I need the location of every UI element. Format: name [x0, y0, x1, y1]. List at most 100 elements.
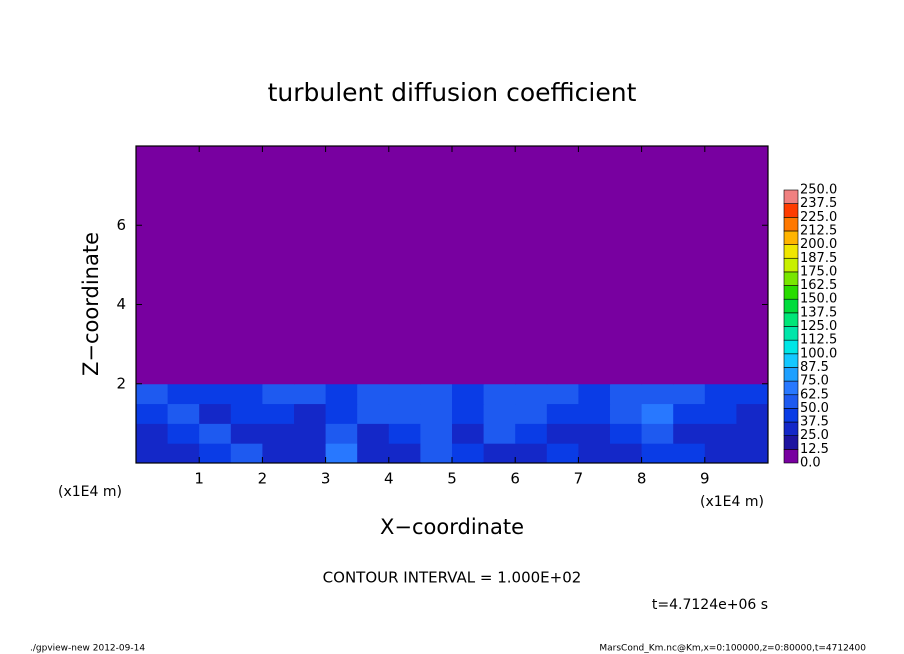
cell [483, 423, 516, 444]
colorbar-label: 75.0 [800, 374, 829, 389]
cell [136, 146, 169, 385]
cell [325, 146, 358, 385]
colorbar-label: 25.0 [800, 428, 829, 443]
cell [515, 383, 548, 405]
cell [357, 403, 390, 424]
x-tick-label: 6 [510, 470, 520, 488]
colorbar-swatch [783, 189, 799, 204]
cell [262, 443, 295, 464]
cell [483, 146, 516, 385]
cell [452, 423, 485, 444]
cell [294, 423, 327, 444]
cell [230, 383, 263, 405]
x-tick-label: 9 [700, 470, 710, 488]
cell [357, 383, 390, 405]
cell [736, 403, 769, 424]
cell [230, 403, 263, 424]
cell [167, 423, 200, 444]
cell [641, 146, 674, 385]
cell [736, 443, 769, 464]
colorbar-label: 225.0 [800, 210, 837, 225]
x-unit: (x1E4 m) [700, 494, 764, 510]
cell [641, 403, 674, 424]
cell [262, 403, 295, 424]
cell [420, 443, 453, 464]
cell [325, 443, 358, 464]
cell [704, 423, 737, 444]
cell [673, 403, 706, 424]
colorbar-label: 12.5 [800, 442, 829, 457]
cell [199, 423, 232, 444]
cell [578, 423, 611, 444]
colorbar-swatch [783, 435, 799, 450]
x-tick-label: 1 [194, 470, 204, 488]
cell [199, 403, 232, 424]
colorbar-swatch [783, 312, 799, 327]
x-tick-label: 2 [258, 470, 268, 488]
colorbar-label: 250.0 [800, 183, 837, 198]
y-tick-label: 2 [116, 374, 126, 392]
colorbar-label: 62.5 [800, 387, 829, 402]
cell [641, 423, 674, 444]
colorbar-label: 0.0 [800, 456, 821, 471]
cell [388, 383, 421, 405]
colorbar-swatch [783, 298, 799, 314]
colorbar-swatch [783, 257, 799, 273]
colorbar-swatch [783, 203, 799, 218]
cell [546, 403, 579, 424]
cell [199, 383, 232, 405]
colorbar-label: 125.0 [800, 319, 837, 334]
cell [388, 146, 421, 385]
cell [641, 443, 674, 464]
cell [357, 443, 390, 464]
x-tick-label: 8 [637, 470, 647, 488]
cell [136, 383, 169, 405]
cell [546, 383, 579, 405]
colorbar-swatch [783, 230, 799, 245]
colorbar-label: 200.0 [800, 237, 837, 252]
cell [294, 146, 327, 385]
cell [546, 146, 579, 385]
x-tick-label: 5 [447, 470, 457, 488]
colorbar-label: 87.5 [800, 360, 829, 375]
cell [388, 423, 421, 444]
colorbar-label: 237.5 [800, 196, 837, 211]
footer-right: MarsCond_Km.nc@Km,x=0:100000,z=0:80000,t… [599, 644, 866, 654]
cell [452, 403, 485, 424]
colorbar-swatch [783, 353, 799, 368]
cell [262, 423, 295, 444]
colorbar-swatch [783, 367, 799, 382]
colorbar-label: 37.5 [800, 415, 829, 430]
cell [136, 423, 169, 444]
cell [673, 146, 706, 385]
cell [230, 423, 263, 444]
cell [578, 443, 611, 464]
cell [578, 403, 611, 424]
cell [578, 146, 611, 385]
cell [420, 383, 453, 405]
contour-note: CONTOUR INTERVAL = 1.000E+02 [323, 569, 582, 587]
cell [420, 403, 453, 424]
cell [420, 423, 453, 444]
cell [420, 146, 453, 385]
x-tick-label: 4 [384, 470, 394, 488]
cell [452, 443, 485, 464]
y-axis-label: Z−coordinate [79, 232, 103, 376]
field [136, 146, 769, 464]
cell [704, 403, 737, 424]
cell [230, 146, 263, 385]
cell [294, 403, 327, 424]
colorbar-label: 187.5 [800, 251, 837, 266]
colorbar-label: 150.0 [800, 292, 837, 307]
cell [704, 383, 737, 405]
cell [167, 383, 200, 405]
colorbar-label: 175.0 [800, 264, 837, 279]
colorbar-swatch [783, 217, 799, 232]
colorbar-swatch [783, 271, 799, 286]
cell [736, 423, 769, 444]
cell [262, 146, 295, 385]
x-unit: (x1E4 m) [58, 484, 122, 500]
cell [704, 146, 737, 385]
